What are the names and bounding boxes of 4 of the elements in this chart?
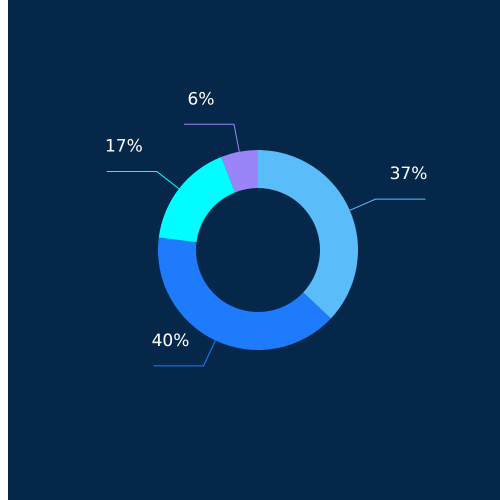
data-label: 37% [390,164,428,184]
data-label: 40% [152,330,190,351]
data-label: 6% [188,89,215,110]
data-label: 17% [104,136,143,157]
